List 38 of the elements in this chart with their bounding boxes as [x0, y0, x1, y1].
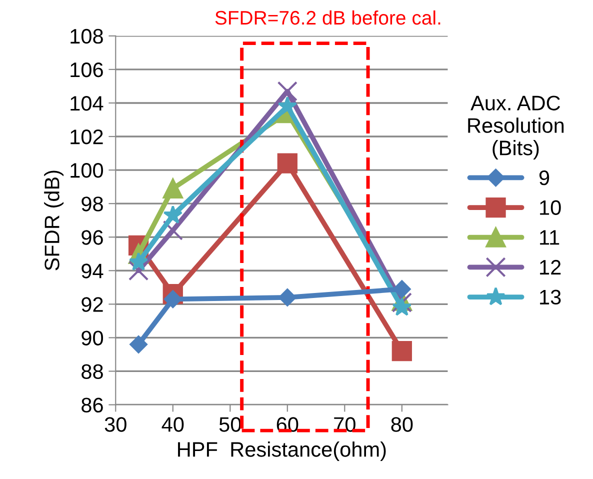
- text: SFDR=76.2 dB before cal.: [215, 10, 440, 25]
- point: [128, 252, 148, 271]
- legend-title: Aux. ADC Resolution (Bits): [468, 96, 564, 160]
- point: [392, 297, 412, 316]
- point: [392, 341, 412, 362]
- y-axis-title: SFDR (dB): [44, 170, 64, 270]
- y-tick-label: 104: [70, 96, 104, 111]
- y-tick-label: 94: [82, 264, 104, 278]
- y-tick-label: 92: [82, 297, 103, 312]
- legend-label: 10: [540, 200, 561, 216]
- point: [277, 81, 298, 102]
- point: [393, 280, 411, 298]
- x-tick-label: 40: [162, 417, 184, 432]
- point: [278, 96, 298, 115]
- point: [130, 336, 148, 354]
- legend-label: 9: [539, 170, 550, 186]
- point: [278, 288, 296, 306]
- x-tick-label: 80: [391, 417, 413, 432]
- y-tick-label: 98: [82, 196, 103, 212]
- legend-label: 12: [540, 260, 561, 274]
- x-axis-title: HPF Resistance(ohm): [178, 442, 386, 461]
- y-tick-label: 88: [82, 364, 103, 379]
- y-tick-label: 90: [82, 330, 104, 346]
- x-tick-label: 30: [104, 417, 126, 432]
- point: [162, 220, 183, 240]
- point: [163, 205, 183, 224]
- y-tick-label: 108: [70, 28, 103, 44]
- legend-label: 13: [540, 290, 561, 305]
- y-tick-label: 100: [70, 163, 104, 178]
- y-tick-label: 102: [70, 130, 103, 144]
- y-tick-label: 96: [82, 230, 103, 245]
- point: [164, 290, 182, 308]
- y-tick-label: 106: [70, 62, 103, 78]
- legend-label: 11: [540, 230, 560, 245]
- point: [128, 260, 149, 281]
- y-tick-label: 86: [82, 398, 103, 413]
- point: [277, 153, 298, 174]
- point: [162, 178, 183, 199]
